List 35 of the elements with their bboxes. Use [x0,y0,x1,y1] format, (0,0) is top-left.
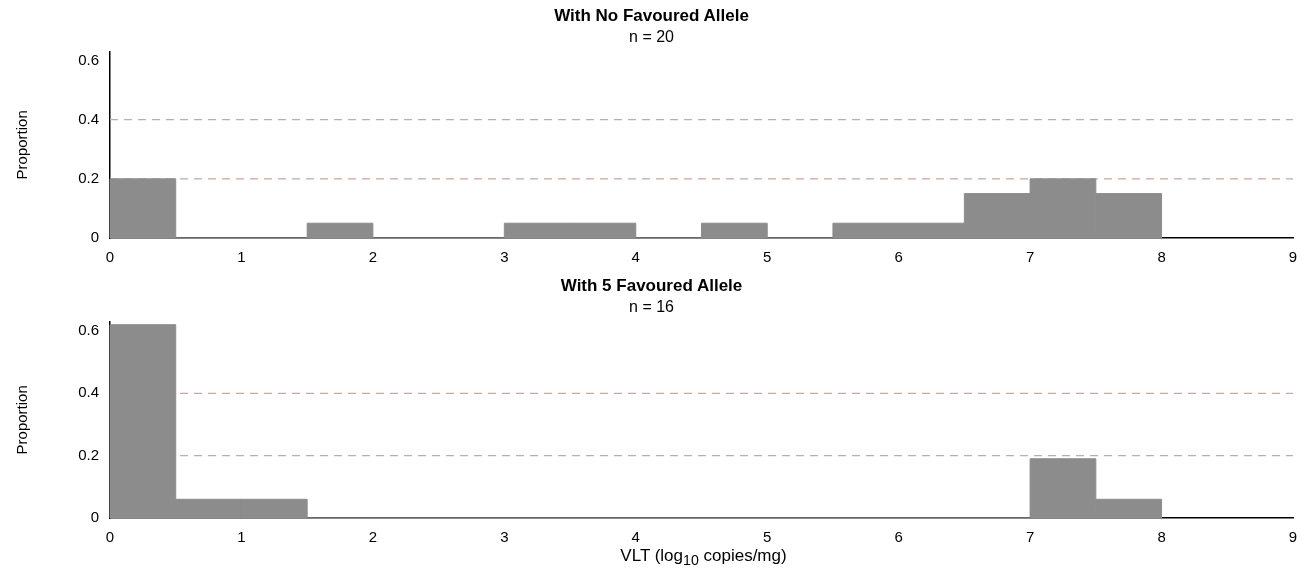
chart-subtitle: n = 20 [629,28,675,46]
y-tick-label: 0.4 [78,383,99,401]
y-tick-label: 0.6 [78,50,99,68]
y-tick-label: 0 [90,508,99,526]
y-tick-label: 0.6 [78,321,99,339]
x-tick-label: 1 [237,248,246,266]
x-tick-label: 5 [763,528,772,546]
x-tick-label: 9 [1288,248,1298,266]
x-tick-label: 9 [1288,528,1298,546]
chart-title: With No Favoured Allele [554,5,749,25]
x-tick-label: 7 [1025,248,1035,266]
y-tick-label: 0.4 [78,109,99,127]
x-tick-label: 4 [631,248,640,266]
x-tick-label: 2 [368,248,378,266]
x-tick-label: 1 [237,528,246,546]
y-tick-label: 0.2 [78,168,99,186]
y-tick-label: 0 [90,228,99,246]
x-tick-label: 3 [500,248,509,266]
chart-subtitle: n = 16 [629,298,675,316]
chart-title: With 5 Favoured Allele [560,275,743,295]
x-tick-label: 7 [1025,528,1035,546]
x-tick-label: 8 [1157,528,1166,546]
x-axis-title: VLT (log$_{10}$ copies/mg) [619,546,788,569]
x-tick-label: 8 [1157,248,1166,266]
x-tick-label: 3 [500,528,509,546]
x-tick-label: 6 [894,248,903,266]
y-axis-title: Proportion [13,385,31,455]
x-tick-label: 2 [368,528,378,546]
x-tick-label: 5 [763,248,772,266]
y-axis-title: Proportion [13,110,31,180]
x-tick-label: 4 [631,528,640,546]
y-tick-label: 0.2 [78,445,99,463]
x-tick-label: 0 [105,528,115,546]
x-tick-label: 6 [894,528,903,546]
x-tick-label: 0 [105,248,115,266]
